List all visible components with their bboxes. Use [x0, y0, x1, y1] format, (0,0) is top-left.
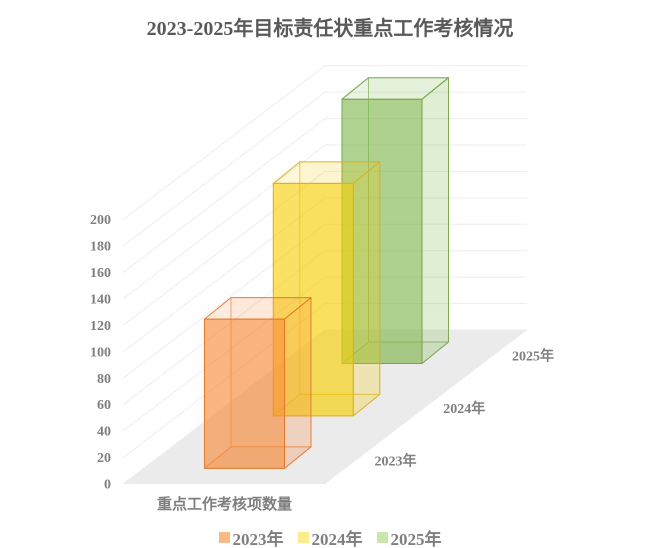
- y-axis-tick-label: 100: [90, 345, 111, 360]
- y-axis-tick-label: 40: [97, 425, 111, 440]
- y-axis-tick-label: 160: [90, 266, 111, 281]
- depth-axis-label-2025年: 2025年: [512, 348, 554, 365]
- gridline: [122, 91, 527, 247]
- legend-swatch-icon: [297, 532, 309, 543]
- bar-face-right: [284, 297, 312, 469]
- legend-label: 2024年: [311, 530, 363, 548]
- bar-face-front: [204, 318, 285, 469]
- y-axis-tick-label: 200: [90, 213, 111, 228]
- chart-title: 2023-2025年目标责任状重点工作考核情况: [146, 18, 514, 40]
- bar-face-right: [352, 161, 381, 417]
- bar-face-right: [421, 77, 449, 364]
- gridline: [122, 65, 527, 221]
- gridline: [122, 170, 527, 326]
- y-axis-tick-label: 20: [97, 451, 111, 466]
- x-axis-title: 重点工作考核项数量: [157, 497, 293, 513]
- legend-swatch-icon: [376, 532, 388, 543]
- legend-swatch-icon: [218, 532, 230, 543]
- y-axis-tick-label: 120: [90, 319, 111, 334]
- y-axis-tick-label: 140: [90, 292, 111, 307]
- y-axis-tick-label: 60: [97, 398, 111, 413]
- legend-label: 2025年: [390, 530, 442, 548]
- gridline: [122, 144, 527, 300]
- legend-item-2024年: 2024年: [297, 525, 363, 548]
- bar-2023年: [204, 297, 312, 469]
- y-axis-tick-label: 80: [97, 372, 111, 387]
- legend-item-2023年: 2023年: [218, 525, 284, 548]
- y-axis-tick-label: 0: [104, 478, 111, 493]
- gridline: [122, 118, 527, 273]
- legend-item-2025年: 2025年: [376, 525, 442, 548]
- y-axis-tick-label: 180: [90, 240, 111, 255]
- legend-label: 2023年: [232, 530, 284, 548]
- chart-legend: 2023年 2024年 2025年: [0, 525, 660, 548]
- depth-axis-label-2024年: 2024年: [443, 400, 485, 417]
- depth-axis-label-2023年: 2023年: [375, 452, 417, 469]
